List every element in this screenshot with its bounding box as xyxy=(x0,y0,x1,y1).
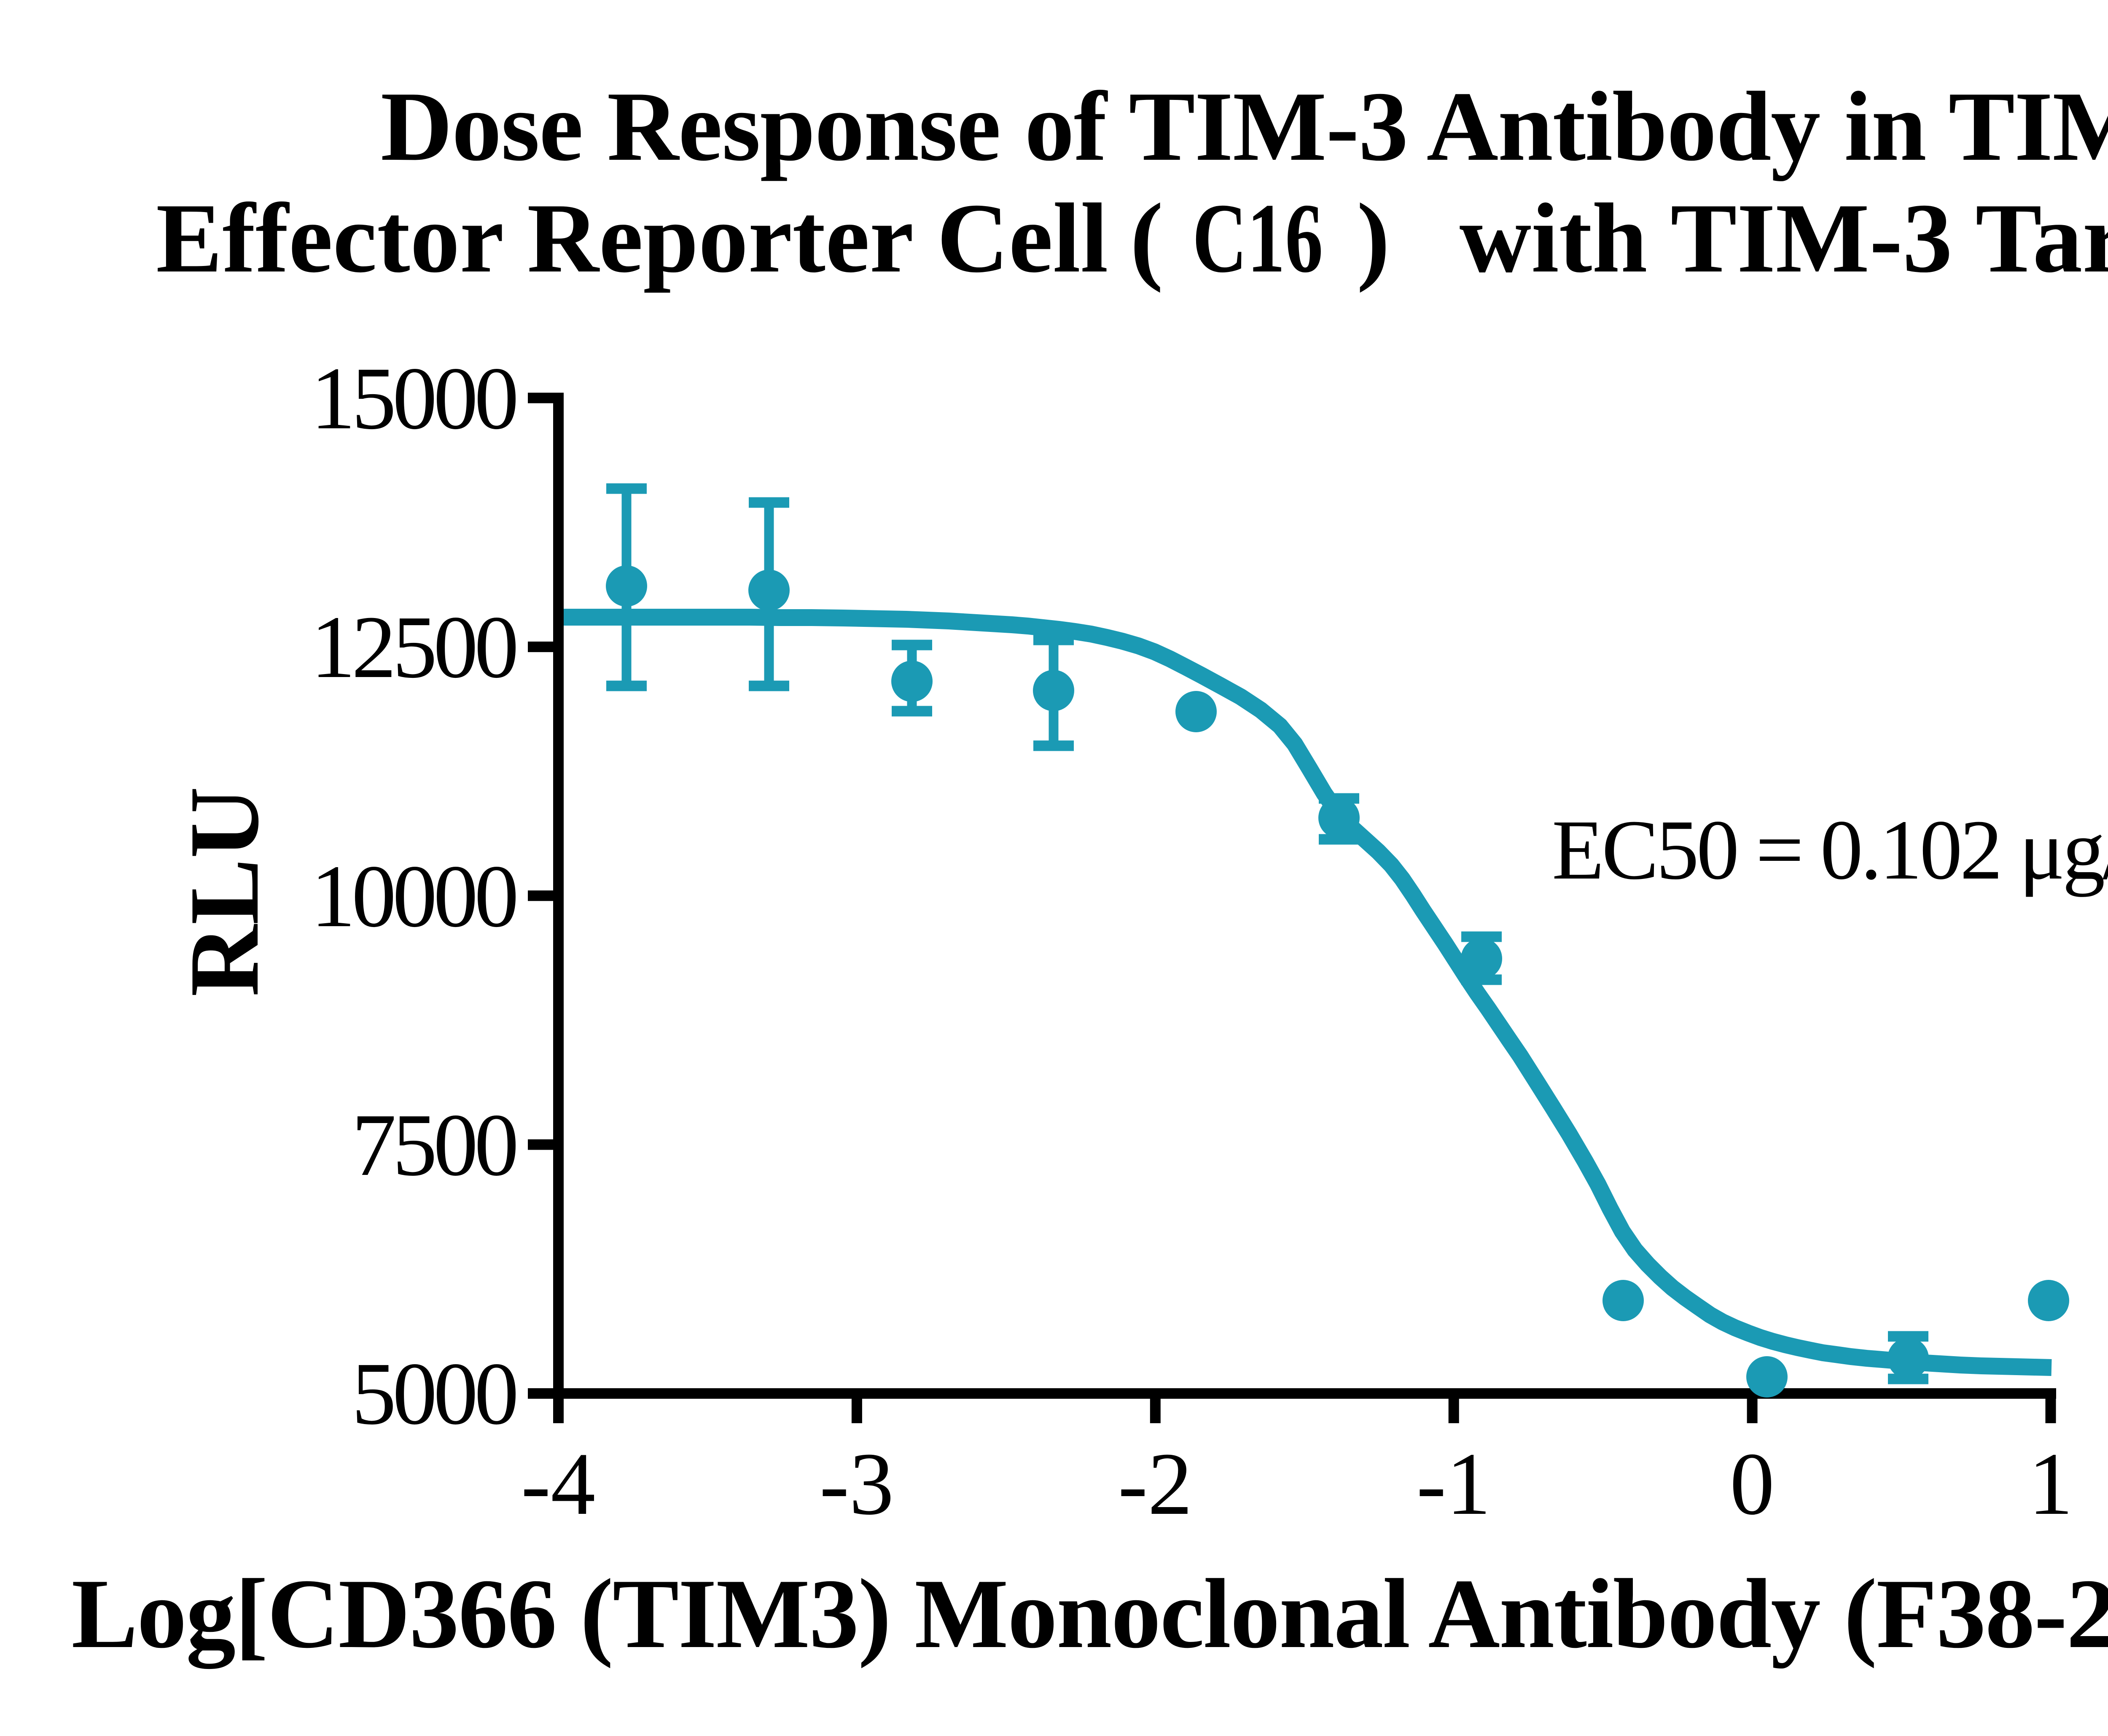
svg-text:15000: 15000 xyxy=(311,349,516,448)
svg-text:0: 0 xyxy=(1730,1434,1775,1533)
svg-text:10000: 10000 xyxy=(311,847,516,946)
svg-text:-2: -2 xyxy=(1118,1434,1193,1533)
svg-text:-4: -4 xyxy=(521,1434,596,1533)
svg-text:7500: 7500 xyxy=(352,1095,516,1194)
svg-text:RLU: RLU xyxy=(169,787,280,997)
svg-text:1: 1 xyxy=(2028,1434,2073,1533)
svg-text:Effector Reporter Cell(C16)wit: Effector Reporter Cell(C16) with TIM-3 Ta… xyxy=(156,183,2108,293)
svg-text:-1: -1 xyxy=(1417,1434,1491,1533)
svg-text:Log[CD366 (TIM3) Monoclonal An: Log[CD366 (TIM3) Monoclonal Antibody (F3… xyxy=(71,1559,2108,1669)
svg-text:5000: 5000 xyxy=(352,1344,516,1443)
svg-text:EC50 = 0.102 μg/ml: EC50 = 0.102 μg/ml xyxy=(1552,802,2108,897)
svg-text:Dose Response of TIM-3 Antibod: Dose Response of TIM-3 Antibody in TIM-3 xyxy=(381,72,2108,182)
svg-text:12500: 12500 xyxy=(311,597,516,696)
svg-text:-3: -3 xyxy=(820,1434,894,1533)
